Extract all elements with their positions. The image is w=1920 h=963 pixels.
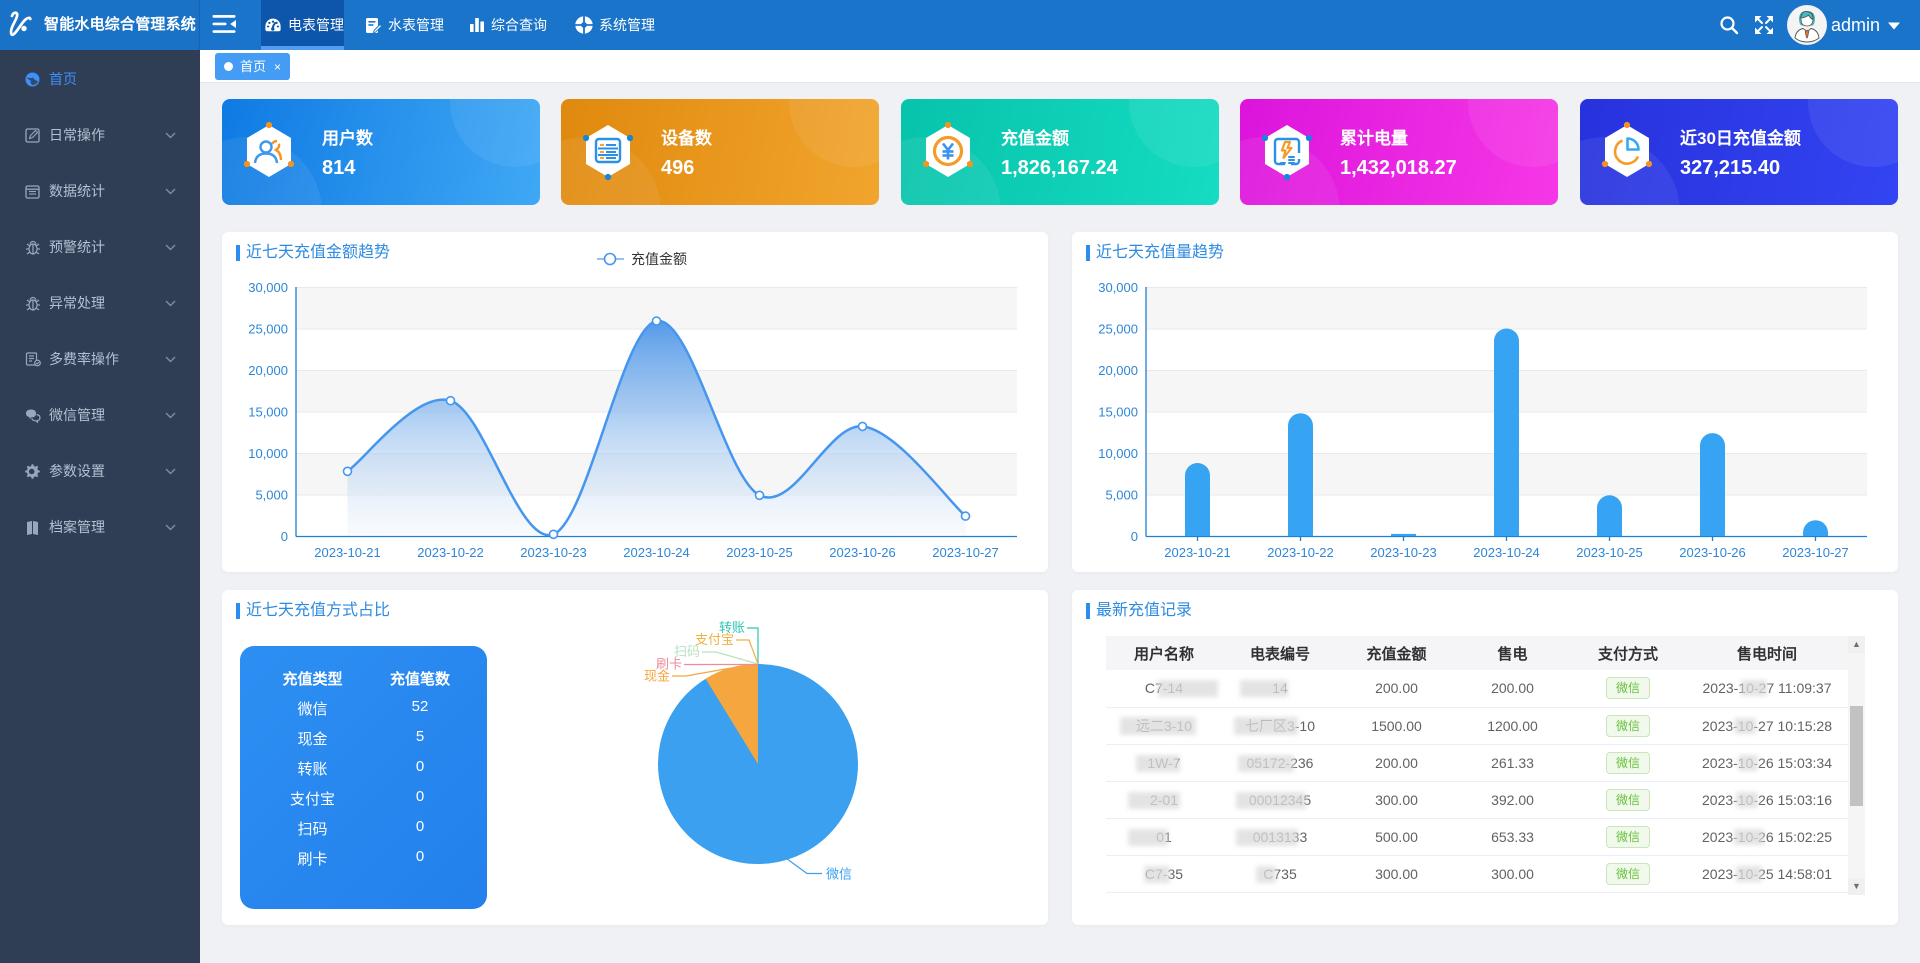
svg-text:扫码: 扫码: [674, 644, 700, 659]
svg-text:2023-10-24: 2023-10-24: [1473, 545, 1540, 560]
svg-text:2023-10-24: 2023-10-24: [623, 545, 690, 560]
svg-text:5,000: 5,000: [255, 488, 288, 503]
svg-text:2023-10-25: 2023-10-25: [1576, 545, 1643, 560]
svg-text:2023-10-23: 2023-10-23: [520, 545, 587, 560]
svg-text:2023-10-22: 2023-10-22: [1267, 545, 1334, 560]
svg-text:支付宝: 支付宝: [695, 632, 734, 647]
svg-text:5,000: 5,000: [1105, 488, 1138, 503]
svg-text:微信: 微信: [826, 867, 852, 882]
svg-text:30,000: 30,000: [1098, 280, 1138, 295]
svg-text:现金: 现金: [644, 669, 670, 684]
svg-text:15,000: 15,000: [248, 405, 288, 420]
svg-text:25,000: 25,000: [1098, 322, 1138, 337]
svg-text:2023-10-27: 2023-10-27: [932, 545, 999, 560]
svg-text:转账: 转账: [719, 620, 745, 635]
svg-text:2023-10-23: 2023-10-23: [1370, 545, 1437, 560]
svg-text:15,000: 15,000: [1098, 405, 1138, 420]
svg-text:20,000: 20,000: [1098, 363, 1138, 378]
svg-text:0: 0: [281, 529, 288, 544]
svg-text:25,000: 25,000: [248, 322, 288, 337]
svg-text:2023-10-22: 2023-10-22: [417, 545, 484, 560]
svg-text:2023-10-26: 2023-10-26: [1679, 545, 1746, 560]
svg-text:2023-10-25: 2023-10-25: [726, 545, 793, 560]
svg-text:2023-10-21: 2023-10-21: [1164, 545, 1231, 560]
svg-text:2023-10-27: 2023-10-27: [1782, 545, 1849, 560]
svg-text:0: 0: [1131, 529, 1138, 544]
svg-text:刷卡: 刷卡: [656, 657, 682, 672]
svg-text:10,000: 10,000: [1098, 446, 1138, 461]
svg-text:充值金额: 充值金额: [631, 251, 687, 267]
svg-text:2023-10-21: 2023-10-21: [314, 545, 381, 560]
svg-text:20,000: 20,000: [248, 363, 288, 378]
svg-text:30,000: 30,000: [248, 280, 288, 295]
svg-text:2023-10-26: 2023-10-26: [829, 545, 896, 560]
svg-text:10,000: 10,000: [248, 446, 288, 461]
